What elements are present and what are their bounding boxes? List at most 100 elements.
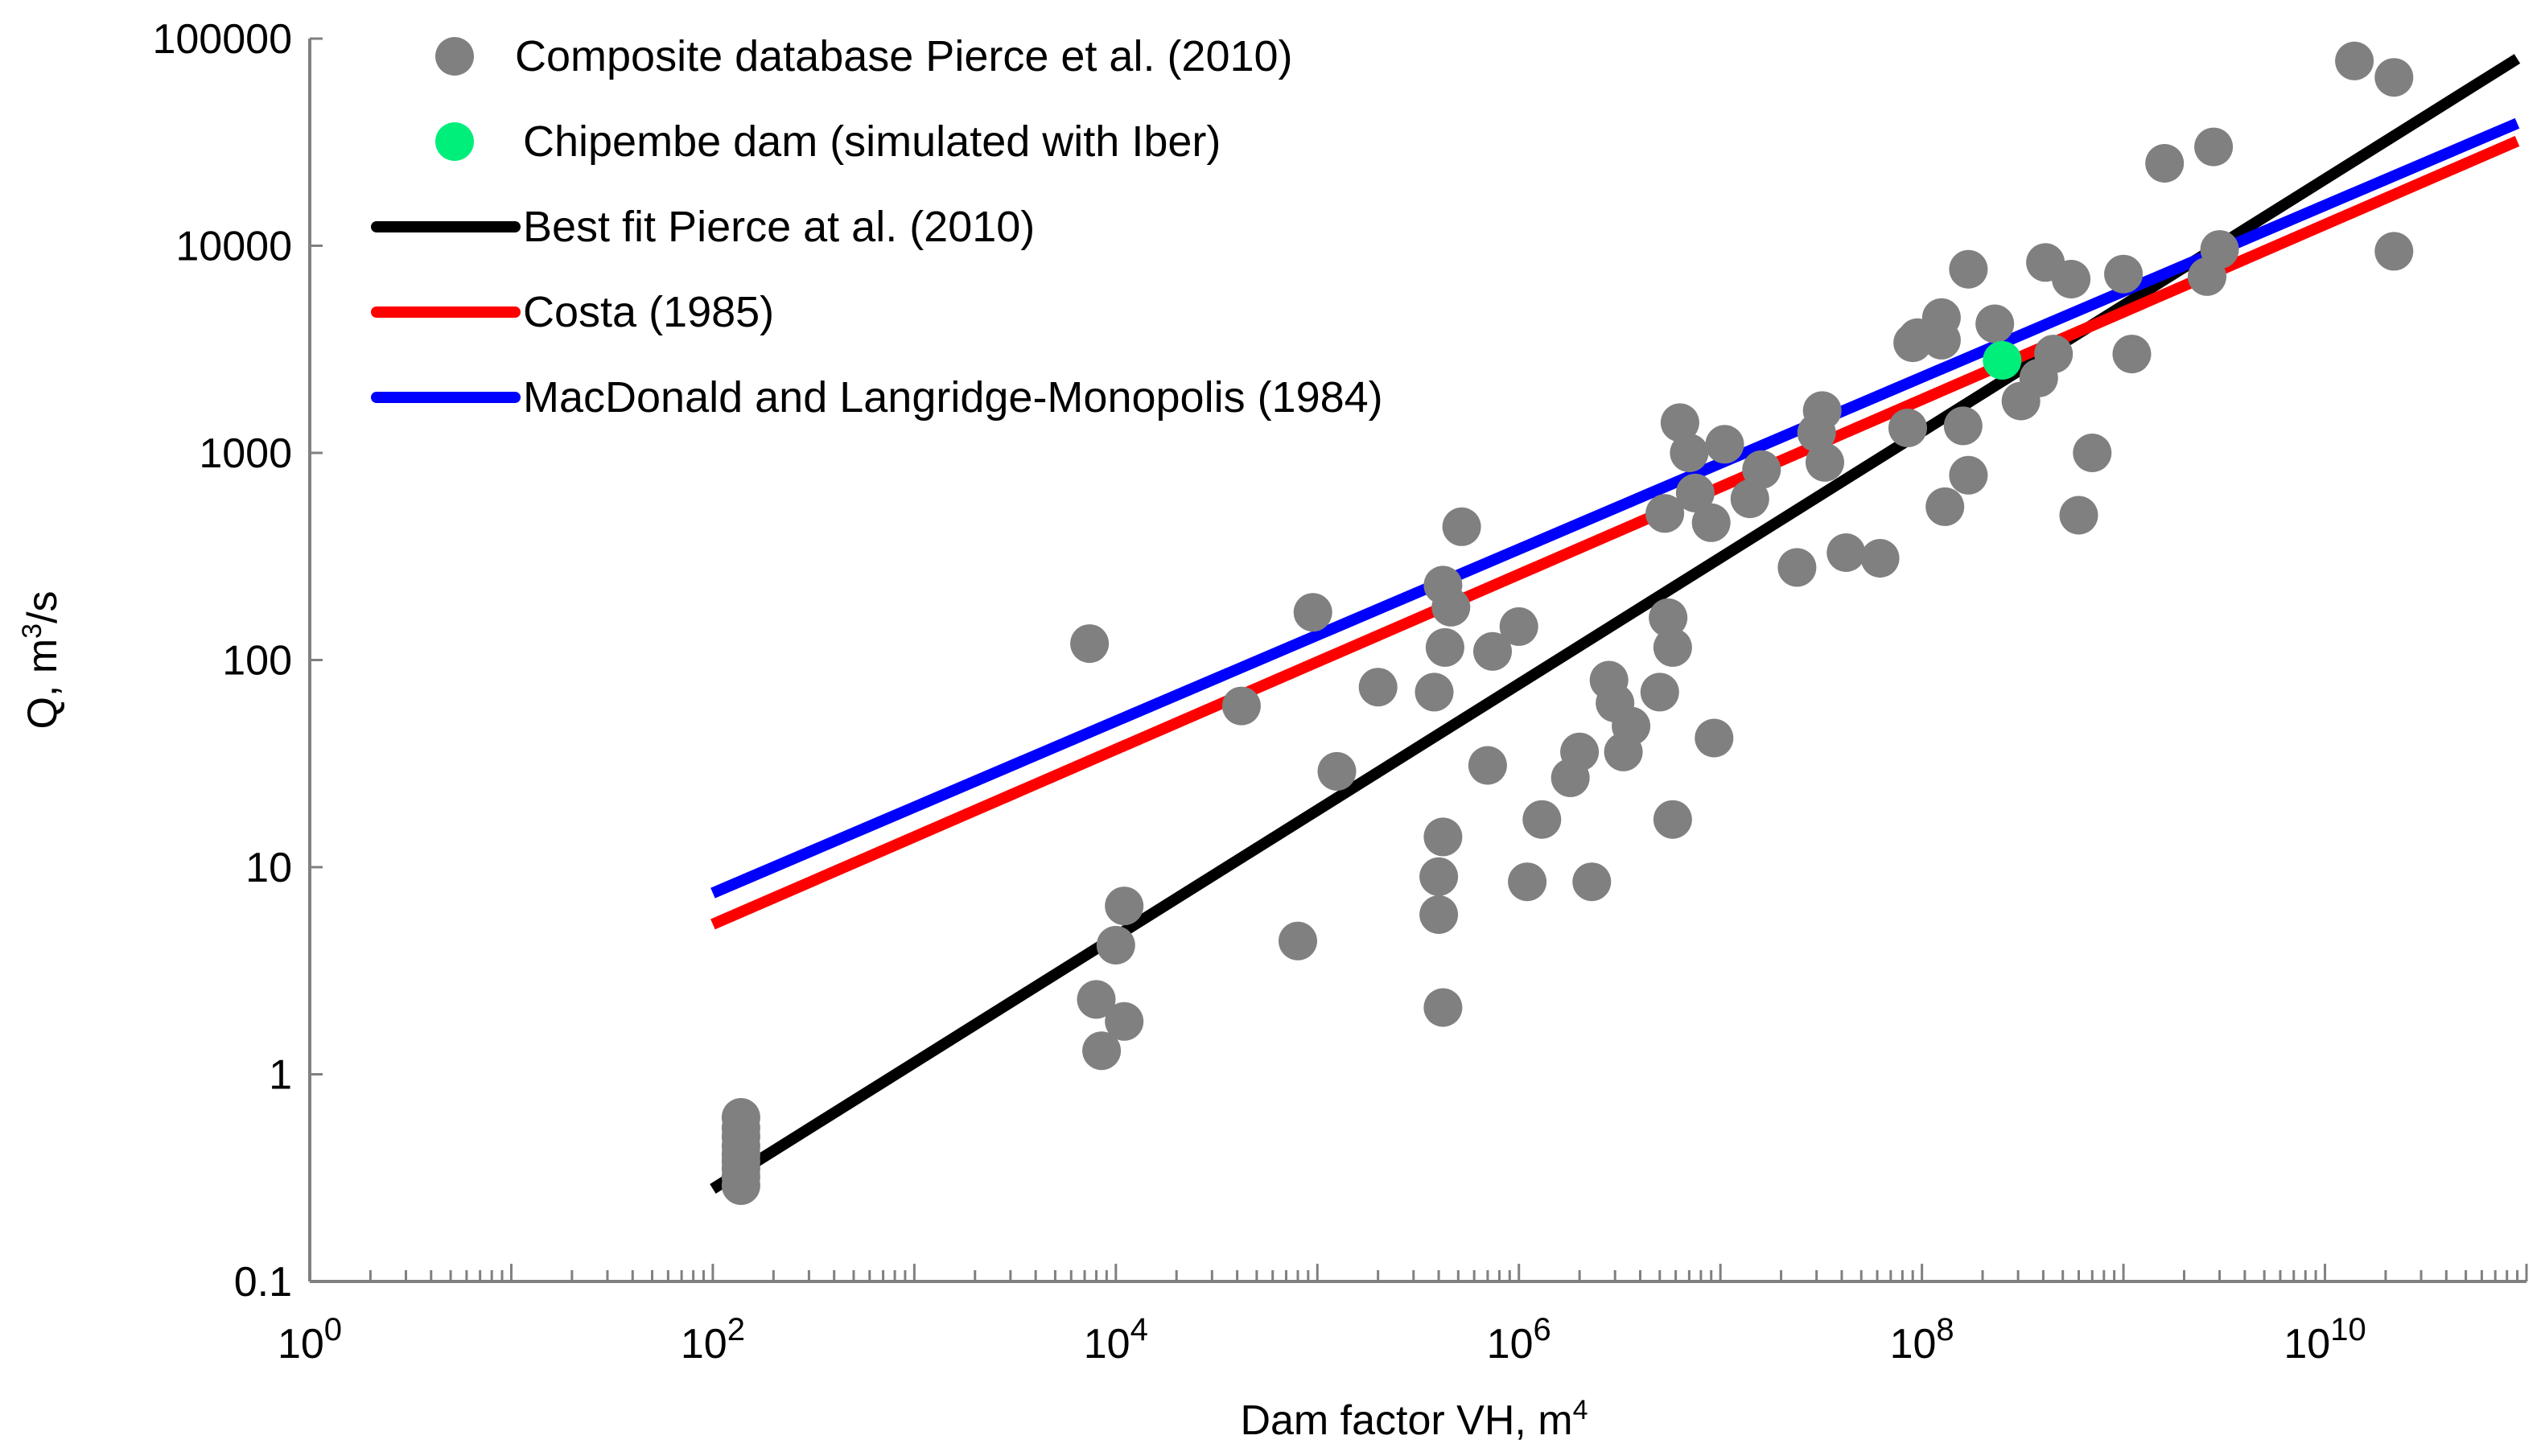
data-point	[1431, 587, 1471, 627]
data-point	[1802, 391, 1842, 430]
legend-marker	[435, 122, 474, 161]
x-tick-label-exponent: 10	[2330, 1312, 2366, 1347]
y-axis-title-text: Q, m	[19, 639, 66, 730]
minor-ticks	[308, 37, 2528, 1283]
x-axis-title-text: Dam factor VH, m	[1240, 1397, 1572, 1444]
legend: Composite database Pierce et al. (2010) C…	[371, 32, 1383, 422]
data-point	[1691, 503, 1731, 542]
x-tick-label-exponent: 8	[1936, 1312, 1954, 1347]
series-layer	[710, 41, 2521, 1205]
legend-label: Costa (1985)	[523, 288, 774, 336]
y-tick-label: 100	[222, 638, 292, 685]
data-point	[1415, 672, 1454, 712]
data-point	[1508, 862, 1547, 902]
x-tick-label-base: 10	[1487, 1321, 1534, 1368]
legend-label: Chipembe dam (simulated with Iber)	[523, 117, 1221, 166]
x-tick-label: 104	[1084, 1312, 1148, 1368]
data-point	[1670, 434, 1709, 472]
data-point	[1777, 548, 1817, 587]
data-point	[1826, 533, 1866, 572]
x-tick-label-base: 10	[278, 1321, 324, 1368]
data-point	[1077, 980, 1116, 1019]
data-point	[1742, 450, 1781, 489]
data-point	[1695, 718, 1734, 758]
data-point	[2112, 335, 2152, 374]
x-tick-label: 1010	[2283, 1312, 2366, 1368]
data-point	[1640, 672, 1679, 712]
data-point	[2104, 254, 2143, 294]
data-point	[1660, 403, 1699, 442]
y-axis-title: Q, m3/s	[17, 590, 66, 729]
data-point	[2200, 230, 2239, 269]
data-point	[1293, 593, 1332, 632]
data-point	[1423, 817, 1463, 857]
data-point	[1675, 473, 1715, 512]
axes-layer	[308, 39, 2526, 1283]
y-tick-label: 100000	[152, 16, 292, 63]
data-point	[2034, 335, 2073, 374]
data-point	[1473, 631, 1512, 671]
data-point	[1888, 409, 1927, 447]
legend-marker	[435, 37, 474, 76]
data-point	[1653, 627, 1692, 667]
data-point	[2052, 260, 2091, 298]
data-point	[1645, 494, 1685, 533]
highlight-point	[1983, 340, 2022, 380]
data-point	[1070, 624, 1110, 664]
data-point	[1221, 686, 1261, 726]
data-point	[1949, 455, 1988, 495]
data-point	[2145, 144, 2185, 183]
data-point	[1806, 442, 1844, 482]
data-point	[1560, 732, 1600, 771]
y-tick-label: 0.1	[234, 1259, 292, 1306]
data-point	[1612, 706, 1651, 746]
legend-label: Best fit Pierce at al. (2010)	[523, 203, 1035, 251]
data-point	[1082, 1031, 1122, 1071]
data-point	[2374, 232, 2414, 271]
data-point	[1096, 926, 1135, 964]
data-point	[2194, 127, 2234, 167]
data-point	[1572, 862, 1612, 902]
y-tick-label: 1000	[199, 430, 292, 477]
x-tick-label-base: 10	[681, 1321, 727, 1368]
data-point	[1423, 988, 1463, 1027]
x-tick-label-exponent: 4	[1130, 1312, 1148, 1347]
data-point	[1442, 507, 1481, 546]
data-point	[1925, 487, 1965, 526]
x-tick-label: 106	[1487, 1312, 1551, 1368]
data-point	[2374, 58, 2414, 97]
data-point	[1975, 304, 2015, 343]
legend-label: MacDonald and Langridge-Monopolis (1984)	[523, 373, 1383, 422]
data-point	[1105, 886, 1144, 926]
data-point	[1653, 800, 1692, 839]
y-axis-title-superscript: 3	[17, 623, 47, 639]
y-tick-label: 10	[245, 845, 292, 891]
data-point	[1279, 921, 1317, 960]
data-point	[1649, 598, 1688, 637]
data-point	[1499, 607, 1538, 646]
x-tick-label: 102	[681, 1312, 745, 1368]
x-tick-label-base: 10	[1084, 1321, 1130, 1368]
legend-label: Composite database Pierce et al. (2010)	[515, 32, 1293, 80]
x-axis-title: Dam factor VH, m4	[1240, 1395, 1588, 1444]
data-point	[1468, 746, 1507, 785]
x-tick-label-exponent: 2	[727, 1312, 745, 1347]
data-point	[1425, 627, 1464, 667]
data-point	[721, 1166, 760, 1205]
y-axis-title-suffix: /s	[19, 590, 66, 623]
data-point	[1419, 857, 1459, 896]
x-tick-label-exponent: 0	[324, 1312, 342, 1347]
data-point	[2059, 496, 2098, 535]
data-point	[1522, 800, 1562, 839]
x-axis-title-superscript: 4	[1573, 1395, 1588, 1425]
x-tick-label-base: 10	[1890, 1321, 1937, 1368]
y-tick-label: 1	[269, 1052, 292, 1099]
x-tick-label: 108	[1890, 1312, 1954, 1368]
x-tick-label-base: 10	[2283, 1321, 2330, 1368]
y-tick-label: 10000	[175, 224, 292, 270]
data-point	[1317, 751, 1357, 791]
data-point	[1419, 895, 1459, 934]
